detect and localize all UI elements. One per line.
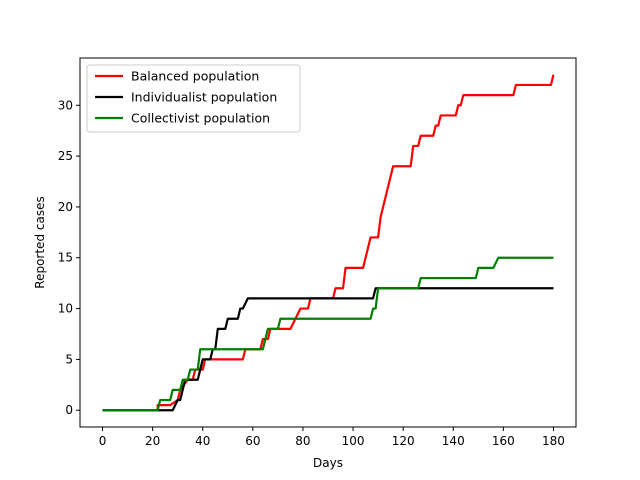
y-tick-label: 20 (58, 200, 73, 214)
x-tick-label: 140 (442, 434, 465, 448)
x-tick-label: 60 (245, 434, 260, 448)
y-tick-label: 15 (58, 251, 73, 265)
x-tick-label: 160 (492, 434, 515, 448)
x-tick-label: 0 (99, 434, 107, 448)
x-tick-label: 80 (295, 434, 310, 448)
x-tick-label: 180 (542, 434, 565, 448)
y-tick-label: 5 (65, 352, 73, 366)
y-axis: 0 5 10 15 20 25 30 (58, 98, 80, 417)
x-axis-title: Days (313, 456, 343, 470)
y-tick-label: 30 (58, 98, 73, 112)
series-line-2 (102, 287, 554, 412)
y-tick-label: 10 (58, 302, 73, 316)
y-axis-title: Reported cases (33, 196, 47, 288)
legend-label-1: Balanced population (131, 69, 259, 84)
y-tick-label: 0 (65, 403, 73, 417)
series-line-3 (102, 256, 554, 412)
legend-box (86, 64, 301, 133)
legend-label-2: Individualist population (131, 90, 277, 105)
x-tick-label: 100 (342, 434, 365, 448)
x-tick-label: 120 (392, 434, 415, 448)
plot-frame (79, 57, 577, 428)
x-axis: 0 20 40 60 80 100 120 140 160 180 (99, 427, 565, 448)
legend: Balanced population Individualist populat… (86, 64, 301, 133)
x-tick-label: 20 (145, 434, 160, 448)
x-tick-label: 40 (195, 434, 210, 448)
legend-label-3: Collectivist population (131, 111, 270, 126)
series-layer (102, 74, 555, 412)
y-tick-label: 25 (58, 149, 73, 163)
